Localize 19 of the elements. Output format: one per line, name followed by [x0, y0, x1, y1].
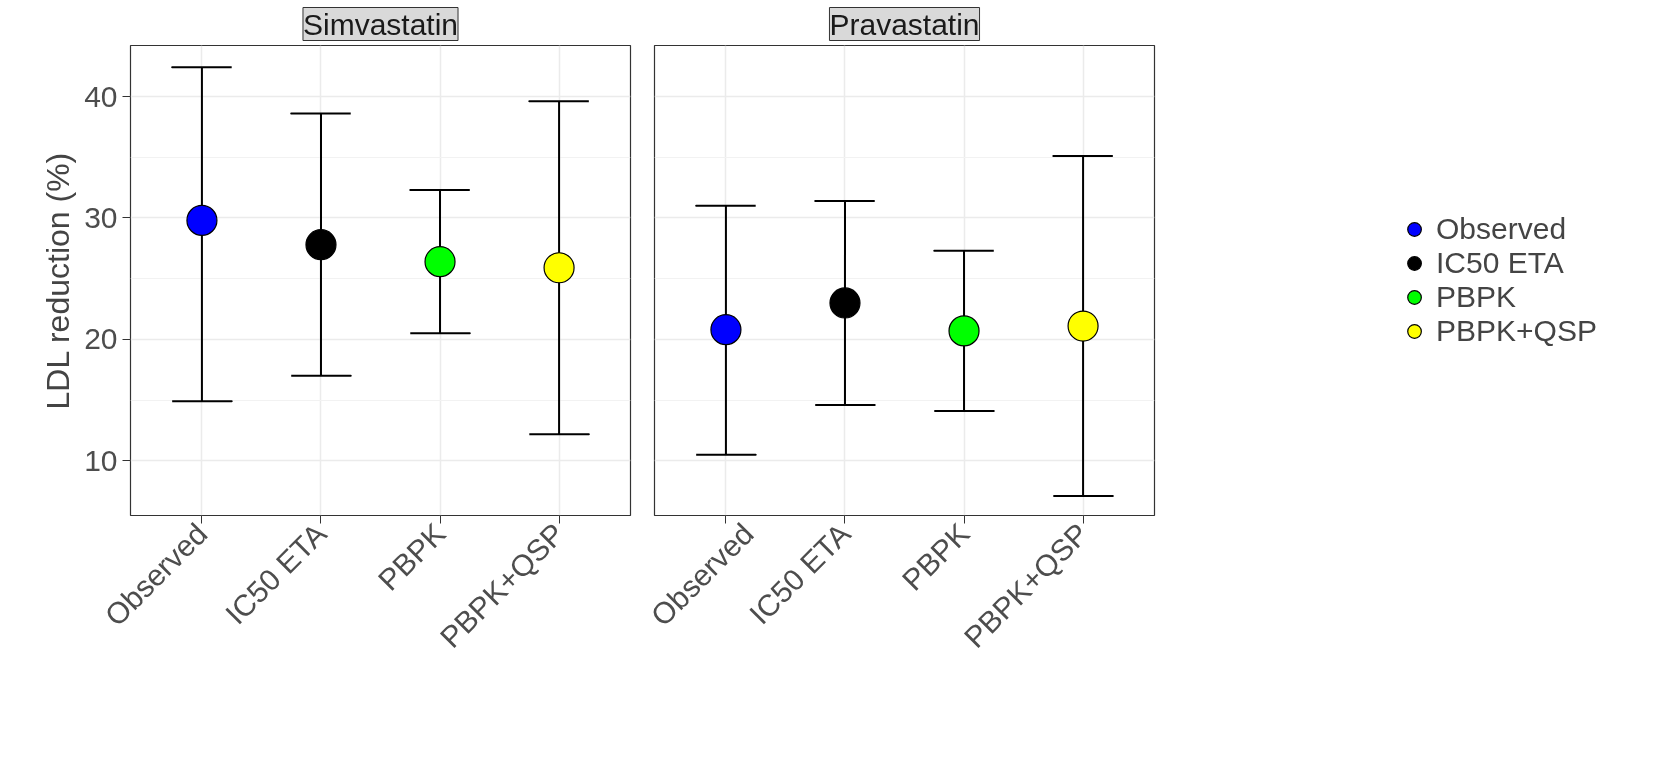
- point: [829, 287, 861, 319]
- legend-label: IC50 ETA: [1436, 246, 1564, 280]
- y-tick-label: 20: [84, 322, 118, 356]
- point: [543, 252, 575, 284]
- chart-title: Simvastatin: [302, 7, 459, 41]
- legend-label: PBPK+QSP: [1436, 314, 1597, 348]
- y-axis-title: LDL reduction (%): [40, 152, 77, 410]
- point: [1067, 310, 1099, 342]
- legend-label: PBPK: [1436, 280, 1517, 314]
- y-tick-label: 40: [84, 79, 118, 113]
- point: [424, 246, 456, 278]
- legend-label: Observed: [1436, 212, 1567, 246]
- point: [948, 315, 980, 347]
- point: [305, 229, 337, 261]
- chart-title: Pravastatin: [829, 7, 980, 41]
- point: [186, 204, 218, 236]
- point: [710, 314, 742, 346]
- y-tick-label: 10: [84, 443, 118, 477]
- y-tick-label: 30: [84, 200, 118, 234]
